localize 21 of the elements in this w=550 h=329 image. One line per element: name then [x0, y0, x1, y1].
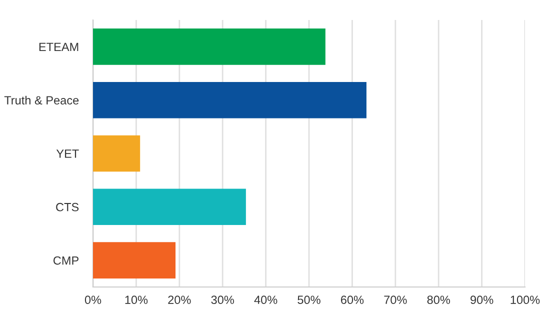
x-tick-label: 30%	[211, 296, 234, 304]
x-tick-label: 60%	[340, 296, 364, 304]
y-tick-label: CMP	[53, 256, 78, 265]
y-tick-label: ETEAM	[39, 42, 78, 51]
x-tick-label: 100%	[510, 296, 540, 304]
bar	[93, 135, 140, 172]
bar	[93, 82, 366, 118]
x-tick-label: 20%	[168, 296, 191, 304]
x-tick-label: 90%	[470, 296, 494, 304]
x-tick-label: 70%	[384, 296, 407, 304]
x-tick-label: 50%	[298, 296, 320, 304]
x-tick-label: 0%	[84, 296, 102, 304]
y-tick-label: Truth & Peace	[4, 96, 79, 104]
x-tick-label: 80%	[427, 296, 450, 304]
bar	[93, 242, 176, 278]
y-tick-label: CTS	[56, 202, 79, 212]
bar	[93, 28, 326, 65]
x-tick-label: 10%	[125, 296, 148, 304]
x-tick-label: 40%	[254, 296, 278, 304]
bar	[93, 188, 246, 226]
y-tick-label: YET	[56, 150, 79, 158]
